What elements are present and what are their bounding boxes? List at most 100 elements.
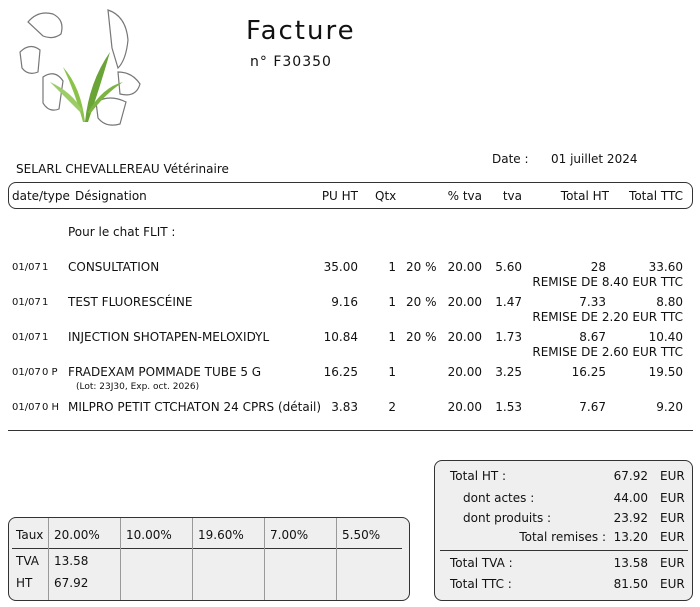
- date-label: Date :: [492, 152, 529, 166]
- total-value: 81.50: [613, 577, 648, 591]
- totals-rule: [440, 550, 688, 551]
- vat-header: 10.00%: [126, 528, 172, 542]
- row-qty: 1: [388, 330, 396, 344]
- row-qty: 1: [388, 295, 396, 309]
- total-currency: EUR: [660, 511, 685, 525]
- vat-cell: 13.58: [54, 554, 89, 568]
- row-total-ttc: 8.80: [656, 295, 683, 309]
- row-discount: 20 %: [406, 295, 437, 309]
- table-bottom-rule: [8, 430, 693, 431]
- invoice-date: 01 juillet 2024: [551, 152, 638, 166]
- row-total-ht: 28: [590, 260, 606, 274]
- row-total-ht: 8.67: [579, 330, 606, 344]
- row-qty: 1: [388, 365, 396, 379]
- row-total-ttc: 10.40: [648, 330, 683, 344]
- patient-note: Pour le chat FLIT :: [68, 225, 176, 239]
- row-pu-ht: 10.84: [323, 330, 358, 344]
- row-type: 0 P: [42, 367, 58, 378]
- row-qty: 2: [388, 400, 396, 414]
- total-label: Total remises :: [519, 530, 606, 544]
- row-date: 01/07: [12, 332, 41, 343]
- vat-header: 7.00%: [270, 528, 309, 542]
- total-value: 67.92: [613, 469, 648, 483]
- row-tva: 5.60: [495, 260, 522, 274]
- row-remark: REMISE DE 8.40 EUR TTC: [532, 275, 683, 289]
- total-currency: EUR: [660, 530, 685, 544]
- row-tva-rate: 20.00: [447, 400, 482, 414]
- row-date: 01/07: [12, 297, 41, 308]
- row-remark: REMISE DE 2.20 EUR TTC: [532, 310, 683, 324]
- vat-col-rule: [48, 518, 49, 600]
- row-total-ttc: 33.60: [648, 260, 683, 274]
- column-header: Total TTC: [629, 189, 683, 203]
- row-tva-rate: 20.00: [447, 365, 482, 379]
- column-header: Désignation: [75, 189, 147, 203]
- row-discount: 20 %: [406, 260, 437, 274]
- row-lot: (Lot: 23J30, Exp. oct. 2026): [76, 382, 200, 392]
- total-label: Total TTC :: [450, 577, 512, 591]
- row-total-ttc: 19.50: [648, 365, 683, 379]
- row-total-ht: 16.25: [571, 365, 606, 379]
- row-tva-rate: 20.00: [447, 260, 482, 274]
- row-qty: 1: [388, 260, 396, 274]
- vat-header: 20.00%: [54, 528, 100, 542]
- clinic-name: SELARL CHEVALLEREAU Vétérinaire: [16, 162, 229, 176]
- row-type: 1: [42, 332, 49, 343]
- total-currency: EUR: [660, 556, 685, 570]
- column-header: Qtx: [375, 189, 397, 203]
- invoice-title: Facture: [246, 16, 356, 46]
- row-total-ht: 7.67: [579, 400, 606, 414]
- row-tva-rate: 20.00: [447, 295, 482, 309]
- row-designation: INJECTION SHOTAPEN-MELOXIDYL: [68, 330, 270, 344]
- total-currency: EUR: [660, 469, 685, 483]
- table-header-box: [8, 182, 693, 209]
- total-label: Total TVA :: [450, 556, 513, 570]
- total-currency: EUR: [660, 577, 685, 591]
- total-value: 44.00: [613, 491, 648, 505]
- vat-header: 19.60%: [198, 528, 244, 542]
- row-tva: 3.25: [495, 365, 522, 379]
- total-value: 13.20: [613, 530, 648, 544]
- row-date: 01/07: [12, 367, 41, 378]
- row-tva: 1.53: [495, 400, 522, 414]
- total-currency: EUR: [660, 491, 685, 505]
- row-pu-ht: 3.83: [331, 400, 358, 414]
- vat-header: Taux: [16, 528, 44, 542]
- row-total-ttc: 9.20: [656, 400, 683, 414]
- invoice-number: n° F30350: [250, 54, 332, 70]
- vat-cell: TVA: [16, 554, 39, 568]
- row-type: 1: [42, 297, 49, 308]
- row-type: 1: [42, 262, 49, 273]
- row-total-ht: 7.33: [579, 295, 606, 309]
- row-pu-ht: 9.16: [331, 295, 358, 309]
- vat-box: [8, 517, 410, 601]
- vat-header: 5.50%: [342, 528, 381, 542]
- row-designation: TEST FLUORESCÉINE: [68, 295, 193, 309]
- row-pu-ht: 16.25: [323, 365, 358, 379]
- column-header: date/type: [12, 189, 70, 203]
- logo: [19, 9, 141, 126]
- total-value: 23.92: [613, 511, 648, 525]
- row-tva-rate: 20.00: [447, 330, 482, 344]
- column-header: PU HT: [321, 189, 358, 203]
- column-header: Total HT: [560, 189, 609, 203]
- total-label: dont actes :: [463, 491, 535, 505]
- row-date: 01/07: [12, 402, 41, 413]
- vat-cell: HT: [16, 576, 33, 590]
- vat-col-rule: [192, 518, 193, 600]
- vat-rule: [12, 548, 402, 549]
- row-tva: 1.47: [495, 295, 522, 309]
- column-header: tva: [502, 189, 522, 203]
- vat-col-rule: [336, 518, 337, 600]
- vat-col-rule: [264, 518, 265, 600]
- vat-cell: 67.92: [54, 576, 89, 590]
- row-designation: CONSULTATION: [68, 260, 160, 274]
- column-header: % tva: [447, 189, 482, 203]
- row-pu-ht: 35.00: [323, 260, 358, 274]
- row-type: 0 H: [42, 402, 60, 413]
- row-designation: FRADEXAM POMMADE TUBE 5 G: [68, 365, 262, 379]
- row-tva: 1.73: [495, 330, 522, 344]
- total-label: dont produits :: [463, 511, 552, 525]
- row-date: 01/07: [12, 262, 41, 273]
